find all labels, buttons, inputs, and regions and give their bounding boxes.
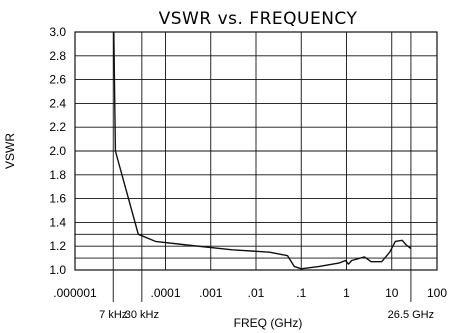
- y-tick-labels: 3.0 2.8 2.6 2.4 2.2 2.0 1.8 1.6 1.4 1.2 1.0: [49, 25, 66, 277]
- y-tick-label: 1.6: [49, 192, 66, 206]
- y-tick-label: 2.0: [49, 144, 66, 158]
- x-tick-label: 1: [343, 286, 350, 300]
- y-tick-label: 1.4: [49, 215, 66, 229]
- y-tick-label: 1.8: [49, 168, 66, 182]
- vswr-series-line: [113, 31, 412, 270]
- x-tick-label: .01: [248, 286, 265, 300]
- marker-label: 30 kHz: [125, 309, 159, 321]
- marker-label: 26.5 GHz: [388, 309, 434, 321]
- x-tick-label: .000001: [53, 286, 97, 300]
- y-tick-label: 2.6: [49, 73, 66, 87]
- y-axis-label: VSWR: [3, 133, 17, 169]
- y-tick-label: 2.8: [49, 49, 66, 63]
- x-axis-label: FREQ (GHz): [234, 316, 303, 330]
- y-tick-label: 1.2: [49, 239, 66, 253]
- y-tick-label: 3.0: [49, 25, 66, 39]
- plot-frame: [74, 31, 438, 271]
- x-tick-label: 100: [427, 286, 447, 300]
- marker-label: 7 kHz: [99, 309, 127, 321]
- x-tick-label: 10: [385, 286, 399, 300]
- y-tick-label: 1.0: [49, 263, 66, 277]
- x-tick-label: .1: [296, 286, 306, 300]
- grid: [74, 31, 438, 271]
- series-group: [113, 31, 412, 270]
- chart-title: VSWR vs. FREQUENCY: [159, 9, 358, 29]
- y-tick-label: 2.4: [49, 96, 66, 110]
- y-tick-label: 2.2: [49, 120, 66, 134]
- x-tick-label: .0001: [150, 286, 180, 300]
- x-tick-labels: .000001 .0001 .001 .01 .1 1 10 100: [53, 286, 447, 300]
- x-tick-label: .001: [199, 286, 223, 300]
